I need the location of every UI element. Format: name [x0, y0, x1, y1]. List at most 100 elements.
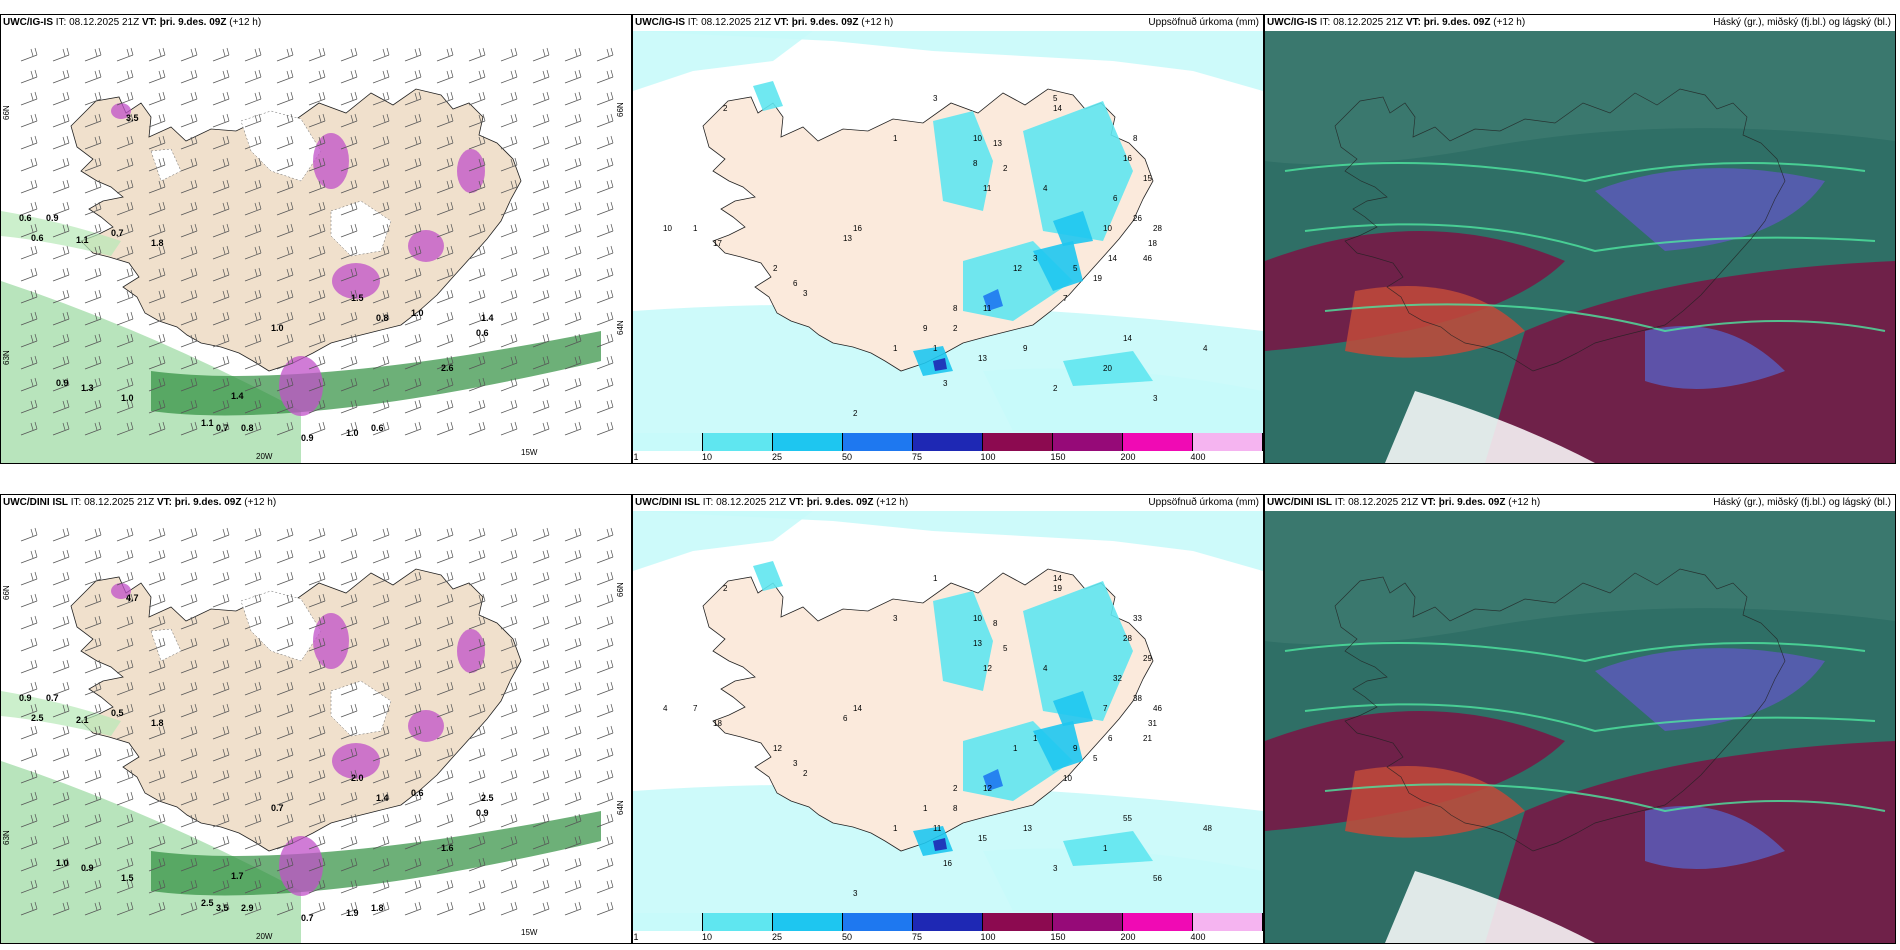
wind-barb	[116, 179, 134, 194]
wind-barb	[84, 835, 102, 850]
wind-barb	[596, 637, 614, 652]
wind-barb	[212, 157, 230, 172]
wind-barb	[340, 549, 358, 564]
wind-barb	[404, 333, 422, 348]
top-wind-header: UWC/IG-IS IT: 08.12.2025 21Z VT: þri. 9.…	[3, 17, 262, 28]
wind-barb	[20, 333, 38, 348]
wind-barb	[596, 377, 614, 392]
wind-barb	[276, 813, 294, 828]
wind-barb	[436, 113, 454, 128]
wind-barb	[276, 527, 294, 542]
wind-barb	[340, 179, 358, 194]
wind-barb	[148, 791, 166, 806]
wind-barb	[276, 377, 294, 392]
wind-barb	[340, 813, 358, 828]
wind-barb	[308, 681, 326, 696]
wind-barb	[116, 703, 134, 718]
wind-barb	[340, 901, 358, 916]
wind-barb	[116, 311, 134, 326]
wind-barb	[244, 421, 262, 436]
wind-barb	[212, 879, 230, 894]
wind-barb	[180, 857, 198, 872]
wind-barb	[116, 201, 134, 216]
wind-barb	[52, 747, 70, 762]
colorbar-segment	[1193, 433, 1263, 451]
wind-barb	[372, 377, 390, 392]
bottom-precip-panel: UWC/DINI ISL IT: 08.12.2025 21Z VT: þri.…	[632, 494, 1264, 944]
wind-barb	[596, 857, 614, 872]
wind-barb	[84, 289, 102, 304]
wind-barb	[52, 47, 70, 62]
wind-barb	[532, 267, 550, 282]
wind-barb	[436, 637, 454, 652]
wind-barb	[84, 113, 102, 128]
wind-value-label: 2.5	[31, 713, 44, 723]
wind-barb	[244, 703, 262, 718]
wind-barb	[436, 267, 454, 282]
precip-value-label: 8	[973, 159, 978, 168]
glacier-hatch	[330, 680, 392, 737]
wind-barb	[372, 47, 390, 62]
precip-value-label: 1	[933, 344, 938, 353]
wind-barb	[404, 747, 422, 762]
wind-barb	[404, 289, 422, 304]
wind-barb	[596, 527, 614, 542]
wind-value-label: 0.9	[476, 808, 489, 818]
bottom-cloud-title: Háský (gr.), miðský (fj.bl.) og lágský (…	[1713, 497, 1891, 508]
wind-value-label: 0.7	[216, 423, 229, 433]
wind-barb	[404, 703, 422, 718]
wind-barb	[20, 91, 38, 106]
wind-barb	[84, 399, 102, 414]
wind-barb	[180, 179, 198, 194]
wind-barb	[276, 399, 294, 414]
wind-barb	[52, 659, 70, 674]
wind-barb	[436, 725, 454, 740]
wind-barb	[404, 113, 422, 128]
wind-barb	[468, 245, 486, 260]
wind-barb	[500, 879, 518, 894]
wind-barb	[372, 769, 390, 784]
wind-barb	[212, 527, 230, 542]
wind-barb	[276, 659, 294, 674]
wind-speed-band	[151, 811, 601, 896]
cloud-contour	[1304, 703, 1876, 733]
lat-label: 66N	[616, 102, 625, 117]
precip-area-light	[633, 31, 813, 91]
wind-barb	[84, 157, 102, 172]
wind-barb	[404, 857, 422, 872]
colorbar-segment	[1053, 913, 1123, 931]
wind-barb	[404, 681, 422, 696]
wind-barb	[84, 725, 102, 740]
bottom-cloud-panel: UWC/DINI ISL IT: 08.12.2025 21Z VT: þri.…	[1264, 494, 1896, 944]
wind-barb	[596, 747, 614, 762]
wind-barb	[436, 135, 454, 150]
wind-barb	[276, 47, 294, 62]
wind-barb	[596, 69, 614, 84]
precip-value-label: 33	[1133, 614, 1142, 623]
wind-barb	[500, 289, 518, 304]
wind-barb	[276, 113, 294, 128]
wind-barb	[212, 223, 230, 238]
wind-barb	[148, 69, 166, 84]
precip-blob	[313, 613, 349, 669]
wind-barb	[84, 91, 102, 106]
precip-value-label: 14	[853, 704, 862, 713]
precip-blob	[332, 743, 380, 779]
wind-value-label: 2.6	[441, 363, 454, 373]
wind-barb	[84, 571, 102, 586]
wind-barb	[276, 791, 294, 806]
precip-value-label: 6	[843, 714, 848, 723]
top-cloud-title: Háský (gr.), miðský (fj.bl.) og lágský (…	[1713, 17, 1891, 28]
wind-barb	[596, 659, 614, 674]
wind-barb	[116, 267, 134, 282]
wind-barb	[180, 615, 198, 630]
wind-barb	[148, 879, 166, 894]
wind-barb	[180, 725, 198, 740]
precip-value-label: 1	[1033, 734, 1038, 743]
precip-value-label: 10	[1063, 774, 1072, 783]
wind-barb	[116, 813, 134, 828]
wind-barb	[436, 421, 454, 436]
wind-barb	[244, 333, 262, 348]
wind-barb	[404, 813, 422, 828]
wind-barb	[340, 377, 358, 392]
